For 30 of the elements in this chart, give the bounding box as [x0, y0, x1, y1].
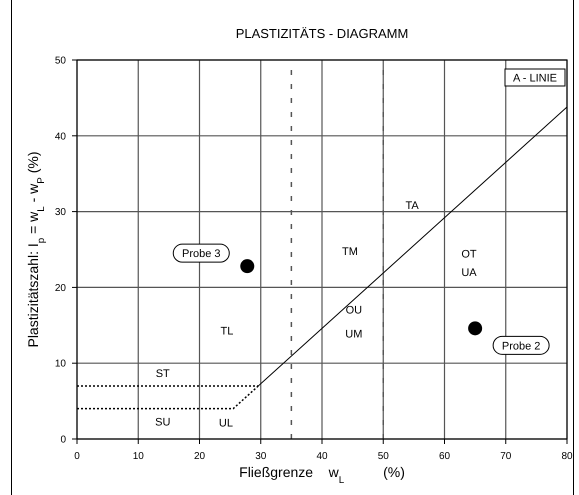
y-tick-label: 20 [54, 282, 66, 294]
text: Fließgrenze w$_{L}$ (%) [239, 464, 405, 486]
x-tick-label: 40 [316, 451, 328, 462]
y-tick-label: 40 [54, 131, 66, 142]
x-tick-label: 0 [74, 451, 80, 462]
annotation: SU [155, 416, 170, 429]
x-tick-label: 30 [255, 451, 267, 462]
annotation: OT [461, 248, 477, 260]
chart-title: PLASTIZITÄTS - DIAGRAMM [236, 26, 408, 41]
annotation: TM [342, 246, 358, 258]
x-tick-label: 50 [378, 451, 390, 462]
y-tick-label: 30 [54, 207, 66, 218]
annotation: ST [156, 368, 170, 380]
annotation: UM [345, 328, 362, 341]
annotation: OU [346, 304, 362, 316]
annotation: TA [406, 200, 420, 212]
y-tick-label: 10 [54, 358, 66, 370]
x-tick-label: 70 [500, 451, 512, 462]
y-tick-label: 0 [60, 434, 66, 446]
x-tick-label: 20 [194, 451, 206, 462]
x-tick-label: 10 [132, 451, 144, 462]
x-tick-label: 60 [438, 451, 450, 462]
y-tick-label: 50 [54, 56, 66, 66]
text: Probe 2 [502, 340, 540, 352]
text: A - LINIE [512, 72, 558, 84]
series-label: Probe 3 [182, 248, 221, 260]
x-tick-label: 80 [561, 451, 573, 462]
annotation: TL [220, 326, 234, 338]
annotation: UL [218, 417, 233, 430]
annotation: UA [461, 267, 478, 280]
